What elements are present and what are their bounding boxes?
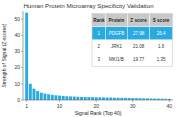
bar bbox=[98, 97, 101, 100]
x-axis-label: Signal Rank (Top 40) bbox=[75, 110, 122, 116]
y-tick-label: 10 bbox=[14, 81, 20, 87]
table-header-cell bbox=[92, 14, 106, 27]
table-cell bbox=[127, 40, 149, 53]
table-header-cell bbox=[106, 14, 128, 27]
y-tick bbox=[21, 35, 23, 36]
title: Human Protein Microarray Specificity Val… bbox=[23, 2, 154, 9]
bar bbox=[65, 96, 68, 100]
y-tick-label: 30 bbox=[14, 48, 20, 54]
table-cell-text: 1 bbox=[98, 31, 101, 36]
bar bbox=[73, 97, 76, 100]
bar bbox=[29, 84, 32, 100]
table-cell bbox=[150, 40, 172, 53]
table-header-text: Z score bbox=[130, 18, 147, 23]
bar bbox=[62, 96, 65, 100]
bar bbox=[47, 94, 50, 100]
table-header-text: Protein bbox=[109, 18, 125, 23]
table-cell bbox=[150, 53, 172, 66]
x-tick-label: 1 bbox=[25, 103, 28, 109]
y-tick-label: 50 bbox=[14, 16, 20, 22]
bar bbox=[40, 93, 43, 100]
table-border bbox=[92, 14, 172, 67]
table-cell bbox=[127, 27, 149, 40]
bar bbox=[102, 97, 105, 100]
bar bbox=[120, 98, 123, 100]
bars bbox=[25, 13, 171, 100]
bar bbox=[87, 97, 90, 100]
table-cell bbox=[92, 53, 106, 66]
y-tick-label: 0 bbox=[17, 97, 20, 103]
table-cell bbox=[92, 40, 106, 53]
table-cell-text: 19.77 bbox=[133, 57, 145, 62]
table-cell-text: JRK1 bbox=[111, 44, 123, 49]
table-cell-text: PDGFB bbox=[109, 31, 125, 36]
table-cell-text: 1.35 bbox=[157, 57, 166, 62]
table-cell-text: 1.6 bbox=[158, 44, 165, 49]
table-cell bbox=[127, 53, 149, 66]
y-tick bbox=[21, 19, 23, 20]
bar bbox=[106, 97, 109, 100]
bar bbox=[76, 97, 79, 100]
y-tick bbox=[21, 67, 23, 68]
bar bbox=[69, 96, 72, 100]
bar bbox=[91, 97, 94, 100]
bar bbox=[25, 13, 28, 100]
bar bbox=[124, 98, 127, 100]
bar bbox=[84, 97, 87, 100]
y-axis-line bbox=[23, 11, 24, 100]
table-cell-text: 27.98 bbox=[133, 31, 145, 36]
y-axis-label: Strength of Signal (Z-scores) bbox=[1, 23, 7, 87]
table: Rank Protein Z score S score 1 PDGFB 27.98 26.4… bbox=[92, 14, 172, 67]
bar bbox=[43, 94, 46, 100]
y-tick bbox=[21, 100, 23, 101]
bar bbox=[113, 98, 116, 100]
table-header-text: Rank bbox=[93, 18, 105, 23]
bar bbox=[80, 97, 83, 100]
bar bbox=[58, 96, 61, 100]
table-header-cell bbox=[150, 14, 172, 27]
bar bbox=[54, 95, 57, 100]
bar bbox=[117, 98, 120, 100]
x-tick-label: 40 bbox=[167, 103, 173, 109]
table-header-cell bbox=[127, 14, 149, 27]
table-cell bbox=[106, 53, 128, 66]
x-tick-label: 30 bbox=[130, 103, 136, 109]
table-cell-text: 21.08 bbox=[133, 44, 145, 49]
table-cell-text: MKI1/B bbox=[109, 57, 124, 62]
table-header-text: S score bbox=[153, 18, 170, 23]
table-cell-text: 3 bbox=[98, 57, 101, 62]
bar bbox=[36, 91, 39, 100]
table-cell-text: 2 bbox=[98, 44, 101, 49]
x-tick-label: 20 bbox=[93, 103, 99, 109]
x-axis-line bbox=[23, 100, 173, 101]
table-cell bbox=[92, 27, 106, 40]
chart: 0 10 20 30 40 50 1 10 20 30 40 Human Protein Microa… bbox=[0, 0, 177, 117]
table-cell bbox=[106, 27, 128, 40]
table-cell bbox=[106, 40, 128, 53]
table-cell-text: 26.4 bbox=[157, 31, 166, 36]
y-tick-label: 40 bbox=[14, 32, 20, 38]
x-tick-label: 10 bbox=[57, 103, 63, 109]
bar bbox=[51, 95, 54, 100]
bar bbox=[33, 89, 36, 100]
bar bbox=[95, 97, 98, 100]
y-tick-label: 20 bbox=[14, 64, 20, 70]
table-cell bbox=[150, 27, 172, 40]
bar bbox=[109, 98, 112, 100]
y-tick bbox=[21, 83, 23, 84]
y-tick bbox=[21, 51, 23, 52]
bar bbox=[128, 98, 131, 100]
